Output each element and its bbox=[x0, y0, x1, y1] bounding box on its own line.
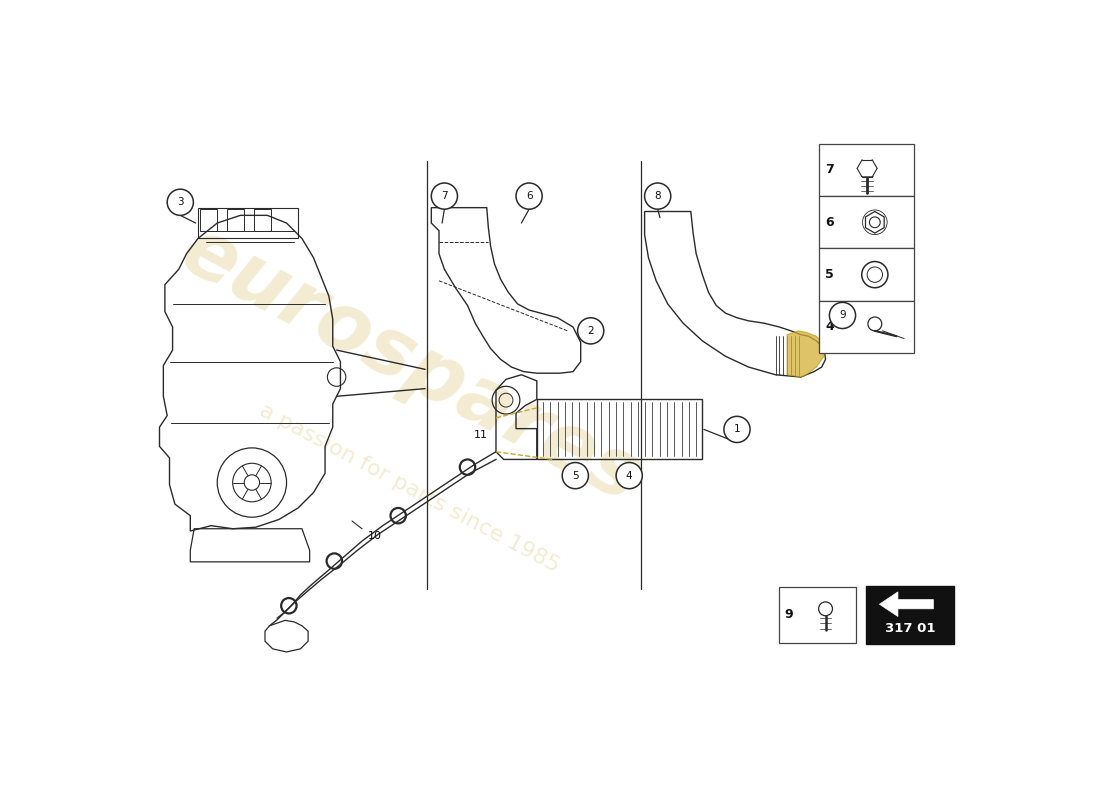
Polygon shape bbox=[788, 331, 824, 377]
Circle shape bbox=[645, 183, 671, 209]
Circle shape bbox=[431, 183, 458, 209]
Circle shape bbox=[578, 318, 604, 344]
Text: 11: 11 bbox=[474, 430, 487, 440]
Text: 6: 6 bbox=[825, 216, 834, 229]
Text: 3: 3 bbox=[177, 198, 184, 207]
Text: 8: 8 bbox=[654, 191, 661, 201]
Bar bbox=[820, 144, 914, 196]
Circle shape bbox=[724, 416, 750, 442]
Text: 5: 5 bbox=[572, 470, 579, 481]
Circle shape bbox=[516, 183, 542, 209]
Text: 9: 9 bbox=[784, 609, 793, 622]
Text: a passion for parts since 1985: a passion for parts since 1985 bbox=[256, 401, 563, 577]
Text: 5: 5 bbox=[825, 268, 834, 281]
Bar bbox=[820, 301, 914, 353]
Text: 10: 10 bbox=[368, 531, 382, 542]
Text: 7: 7 bbox=[825, 163, 834, 177]
Bar bbox=[820, 196, 914, 249]
Bar bbox=[254, 209, 271, 230]
Bar bbox=[537, 399, 703, 459]
Bar bbox=[866, 586, 954, 644]
Circle shape bbox=[562, 462, 588, 489]
Text: 1: 1 bbox=[734, 425, 740, 434]
Text: 4: 4 bbox=[626, 470, 632, 481]
Bar bbox=[820, 249, 914, 301]
Polygon shape bbox=[880, 592, 933, 617]
Text: 2: 2 bbox=[587, 326, 594, 336]
Bar bbox=[779, 587, 856, 642]
Text: 9: 9 bbox=[839, 310, 846, 321]
Circle shape bbox=[616, 462, 642, 489]
Bar bbox=[228, 209, 244, 230]
Text: eurospares: eurospares bbox=[167, 211, 652, 519]
Circle shape bbox=[167, 189, 194, 215]
Circle shape bbox=[829, 302, 856, 329]
Text: 4: 4 bbox=[825, 321, 834, 334]
Text: 317 01: 317 01 bbox=[884, 622, 935, 635]
Text: 7: 7 bbox=[441, 191, 448, 201]
Bar bbox=[200, 209, 218, 230]
Text: 6: 6 bbox=[526, 191, 532, 201]
